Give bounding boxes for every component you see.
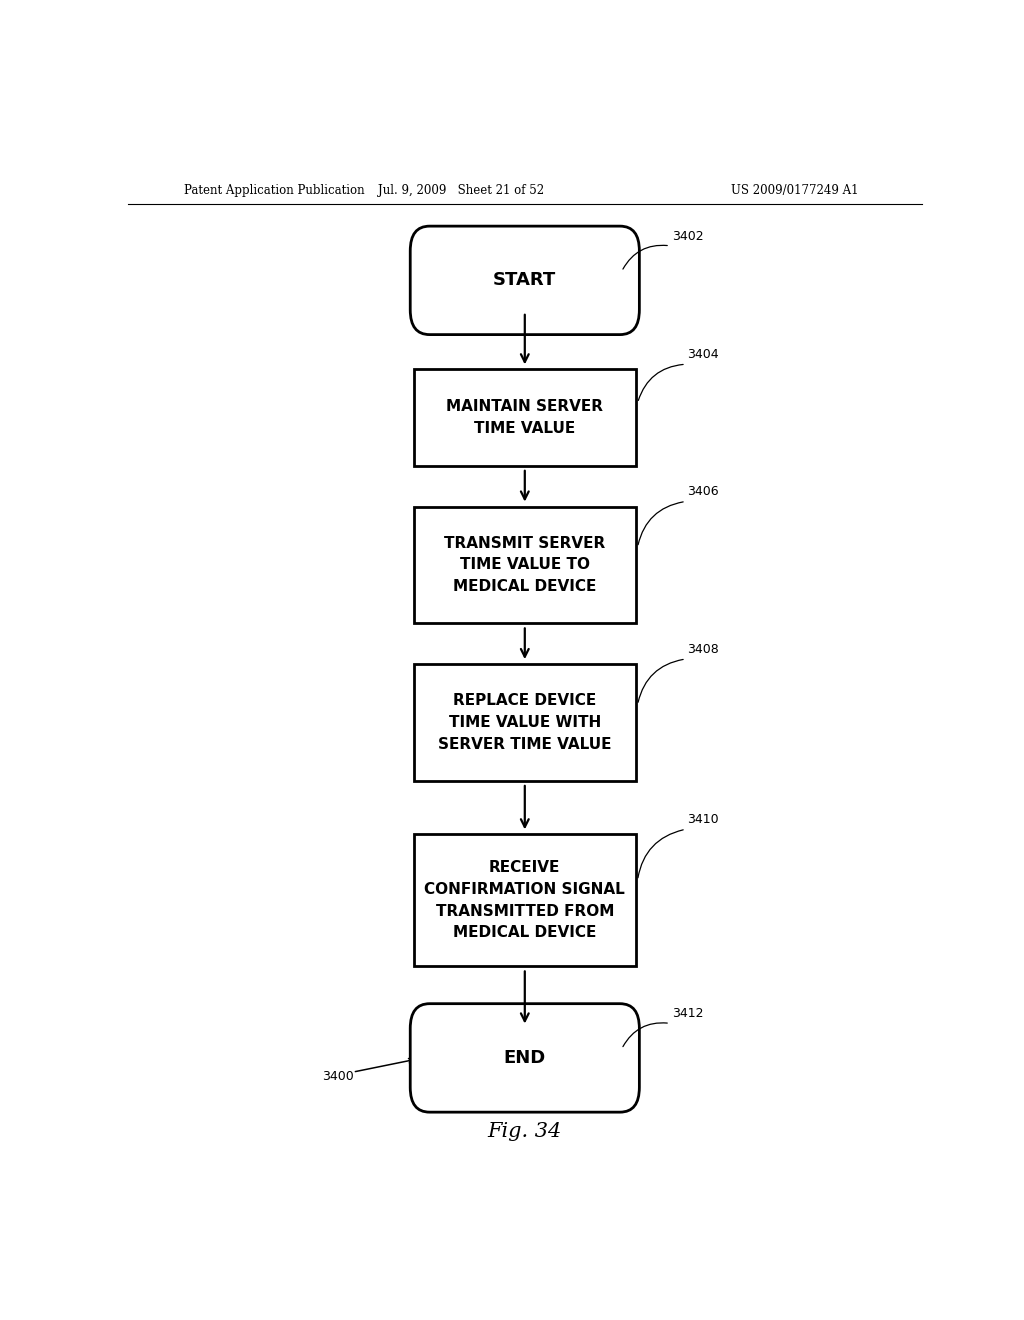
- Text: 3412: 3412: [672, 1007, 703, 1020]
- FancyBboxPatch shape: [411, 1003, 639, 1113]
- Text: 3400: 3400: [323, 1069, 354, 1082]
- Text: RECEIVE
CONFIRMATION SIGNAL
TRANSMITTED FROM
MEDICAL DEVICE: RECEIVE CONFIRMATION SIGNAL TRANSMITTED …: [424, 861, 626, 940]
- Text: Patent Application Publication: Patent Application Publication: [183, 185, 365, 198]
- Text: Fig. 34: Fig. 34: [487, 1122, 562, 1140]
- Text: 3410: 3410: [687, 813, 719, 826]
- Text: MAINTAIN SERVER
TIME VALUE: MAINTAIN SERVER TIME VALUE: [446, 399, 603, 436]
- FancyBboxPatch shape: [411, 226, 639, 334]
- Text: 3404: 3404: [687, 348, 719, 362]
- FancyBboxPatch shape: [414, 834, 636, 966]
- Text: REPLACE DEVICE
TIME VALUE WITH
SERVER TIME VALUE: REPLACE DEVICE TIME VALUE WITH SERVER TI…: [438, 693, 611, 751]
- Text: TRANSMIT SERVER
TIME VALUE TO
MEDICAL DEVICE: TRANSMIT SERVER TIME VALUE TO MEDICAL DE…: [444, 536, 605, 594]
- Text: US 2009/0177249 A1: US 2009/0177249 A1: [731, 185, 858, 198]
- Text: START: START: [494, 272, 556, 289]
- FancyBboxPatch shape: [414, 370, 636, 466]
- Text: 3408: 3408: [687, 643, 719, 656]
- Text: 3406: 3406: [687, 486, 719, 499]
- FancyBboxPatch shape: [414, 507, 636, 623]
- Text: END: END: [504, 1049, 546, 1067]
- Text: Jul. 9, 2009   Sheet 21 of 52: Jul. 9, 2009 Sheet 21 of 52: [378, 185, 545, 198]
- Text: 3402: 3402: [672, 230, 703, 243]
- FancyBboxPatch shape: [414, 664, 636, 781]
